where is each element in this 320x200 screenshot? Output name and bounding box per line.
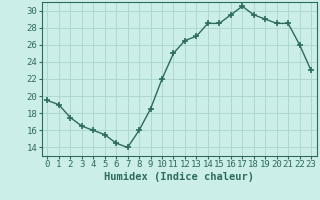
X-axis label: Humidex (Indice chaleur): Humidex (Indice chaleur): [104, 172, 254, 182]
